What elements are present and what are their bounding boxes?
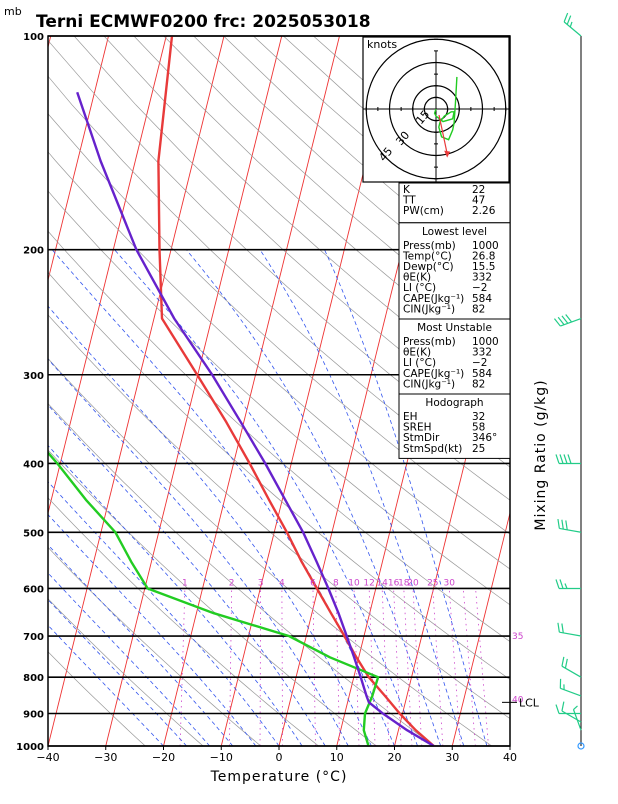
index-value: 82 — [472, 378, 485, 390]
isotherm-line — [0, 36, 109, 746]
x-tick-label: 40 — [503, 751, 517, 764]
x-tick-label: −20 — [152, 751, 175, 764]
mixing-ratio-label: 4 — [279, 578, 285, 588]
mixing-ratio-label: 3 — [258, 578, 264, 588]
moist-adiabat-line — [0, 250, 233, 746]
mixing-ratio-axis-label: Mixing Ratio (g/kg) — [533, 379, 549, 530]
index-value: 82 — [472, 303, 485, 315]
mixing-ratio-label: 25 — [427, 578, 438, 588]
wind-barbs — [554, 13, 584, 749]
pressure-tick-label: 400 — [23, 459, 44, 470]
indices-section-title: Most Unstable — [417, 322, 492, 334]
index-key: CIN(Jkg⁻¹) — [403, 303, 455, 315]
mixing-ratio-label: 12 — [363, 578, 374, 588]
pressure-tick-label: 300 — [23, 371, 44, 382]
moist-adiabat-line — [52, 250, 394, 746]
mixing-ratio-line — [282, 588, 283, 746]
moist-adiabat-line — [0, 250, 348, 746]
x-tick-label: 10 — [330, 751, 344, 764]
isotherm-line — [48, 36, 224, 746]
isotherm-line — [510, 36, 618, 746]
wind-barb — [554, 315, 581, 327]
hodograph-units-label: knots — [367, 38, 397, 51]
mixing-ratio-label: 2 — [229, 578, 235, 588]
pressure-tick-label: 800 — [23, 673, 44, 684]
dewpoint-profile — [0, 36, 378, 746]
mixing-ratio-label: 35 — [512, 632, 523, 642]
x-axis-label: Temperature (°C) — [210, 769, 348, 785]
moist-adiabat-line — [0, 250, 256, 746]
pressure-tick-label: 500 — [23, 528, 44, 539]
index-key: PW(cm) — [403, 205, 444, 217]
x-axis-ticks: −40 −30 −20 −10 0 10 20 30 40 — [36, 746, 517, 764]
wind-barb — [556, 454, 581, 463]
index-key: CIN(Jkg⁻¹) — [403, 378, 455, 390]
mixing-ratio-line — [180, 588, 185, 746]
wind-barb — [562, 702, 581, 722]
wind-barb — [556, 579, 581, 588]
index-value: 25 — [472, 443, 485, 455]
isotherm-line — [568, 36, 618, 746]
background-lines — [0, 36, 618, 746]
mixing-ratio-label: 30 — [444, 578, 456, 588]
wind-barb — [564, 13, 581, 36]
pressure-unit-label: mb — [4, 5, 22, 18]
mixing-ratio-label: 20 — [407, 578, 419, 588]
index-key: StmSpd(kt) — [403, 443, 462, 455]
pressure-tick-label: 900 — [23, 710, 44, 721]
pressure-tick-label: 600 — [23, 584, 44, 595]
x-tick-label: 0 — [276, 751, 283, 764]
x-tick-label: −30 — [94, 751, 117, 764]
wind-barb — [562, 657, 581, 677]
mixing-ratio-line — [313, 588, 316, 746]
moist-adiabat-line — [0, 250, 187, 746]
index-value: 2.26 — [472, 205, 496, 217]
x-tick-label: 20 — [388, 751, 402, 764]
mixing-ratio-label: 6 — [310, 578, 316, 588]
indices-section-title: Lowest level — [422, 226, 487, 238]
mixing-ratio-line — [433, 588, 443, 746]
moist-adiabat-line — [0, 250, 302, 746]
mixing-ratio-label: 8 — [333, 578, 339, 588]
x-tick-label: 30 — [445, 751, 459, 764]
isotherm-line — [164, 36, 340, 746]
wind-barb — [560, 679, 581, 696]
dry-adiabat-line — [14, 36, 618, 746]
mixing-ratio-line — [260, 588, 261, 746]
mixing-ratio-line — [476, 588, 489, 746]
moist-adiabat-line — [0, 250, 325, 746]
moist-adiabat-line — [115, 250, 418, 746]
x-tick-label: −10 — [210, 751, 233, 764]
moist-adiabat-line — [0, 250, 164, 746]
mixing-ratio-line — [229, 588, 231, 746]
dry-adiabat-line — [44, 36, 618, 746]
pressure-tick-label: 100 — [23, 32, 44, 43]
pressure-tick-label: 200 — [23, 246, 44, 257]
wind-barb — [558, 519, 581, 532]
lcl-label: LCL — [519, 696, 540, 709]
chart-title: Terni ECMWF0200 frc: 2025053018 — [36, 12, 371, 32]
mixing-ratio-label: 10 — [348, 578, 360, 588]
mixing-ratio-label: 1 — [182, 578, 188, 588]
wind-barb — [558, 623, 581, 636]
pressure-tick-label: 700 — [23, 632, 44, 643]
indices-section-title: Hodograph — [425, 397, 483, 409]
x-tick-label: −40 — [36, 751, 59, 764]
dry-adiabat-line — [0, 36, 376, 746]
mixing-ratio-label: 14 — [376, 578, 388, 588]
